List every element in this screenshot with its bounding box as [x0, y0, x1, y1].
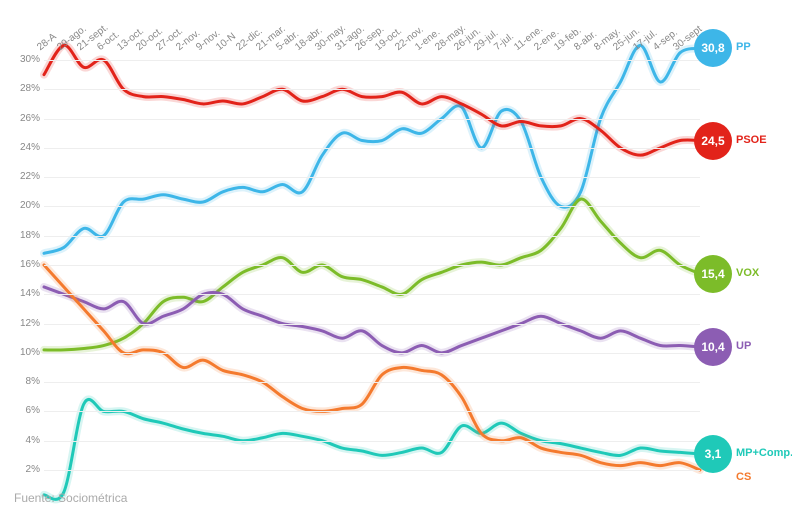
source-caption: Fuente: Sociométrica	[14, 491, 127, 505]
series-label-pp: PP	[736, 41, 751, 53]
y-axis-label: 28%	[4, 83, 40, 94]
series-label-psoe: PSOE	[736, 134, 767, 146]
end-badge-mp: 3,1	[694, 435, 732, 473]
series-glow-up	[44, 287, 700, 353]
series-label-up: UP	[736, 340, 751, 352]
grid-line	[44, 353, 700, 354]
grid-line	[44, 119, 700, 120]
poll-line-chart: 2% 4% 6% 8% 10% 12% 14% 16% 18% 20% 22% 24% 26% 28% 30…	[0, 0, 792, 511]
y-axis-label: 14%	[4, 288, 40, 299]
grid-line	[44, 265, 700, 266]
series-glow-cs	[44, 265, 700, 470]
grid-line	[44, 60, 700, 61]
series-line-cs	[44, 265, 700, 470]
y-axis-label: 4%	[4, 435, 40, 446]
series-label-cs: CS	[736, 471, 751, 483]
grid-line	[44, 382, 700, 383]
y-axis-label: 30%	[4, 54, 40, 65]
y-axis-label: 26%	[4, 113, 40, 124]
y-axis-label: 22%	[4, 171, 40, 182]
grid-line	[44, 89, 700, 90]
series-label-vox: VOX	[736, 267, 759, 279]
y-axis-label: 24%	[4, 142, 40, 153]
grid-line	[44, 236, 700, 237]
series-label-mp: MP+Comp.	[736, 447, 792, 459]
y-axis-label: 8%	[4, 376, 40, 387]
end-badge-psoe: 24,5	[694, 122, 732, 160]
end-badge-vox: 15,4	[694, 255, 732, 293]
chart-svg	[0, 0, 792, 511]
end-badge-up: 10,4	[694, 328, 732, 366]
grid-line	[44, 441, 700, 442]
grid-line	[44, 324, 700, 325]
grid-line	[44, 294, 700, 295]
y-axis-label: 20%	[4, 200, 40, 211]
grid-line	[44, 148, 700, 149]
grid-line	[44, 177, 700, 178]
y-axis-label: 2%	[4, 464, 40, 475]
y-axis-label: 18%	[4, 230, 40, 241]
grid-line	[44, 411, 700, 412]
series-glow-mp	[44, 399, 700, 499]
y-axis-label: 6%	[4, 405, 40, 416]
grid-line	[44, 206, 700, 207]
grid-line	[44, 470, 700, 471]
y-axis-label: 16%	[4, 259, 40, 270]
y-axis-label: 10%	[4, 347, 40, 358]
y-axis-label: 12%	[4, 318, 40, 329]
